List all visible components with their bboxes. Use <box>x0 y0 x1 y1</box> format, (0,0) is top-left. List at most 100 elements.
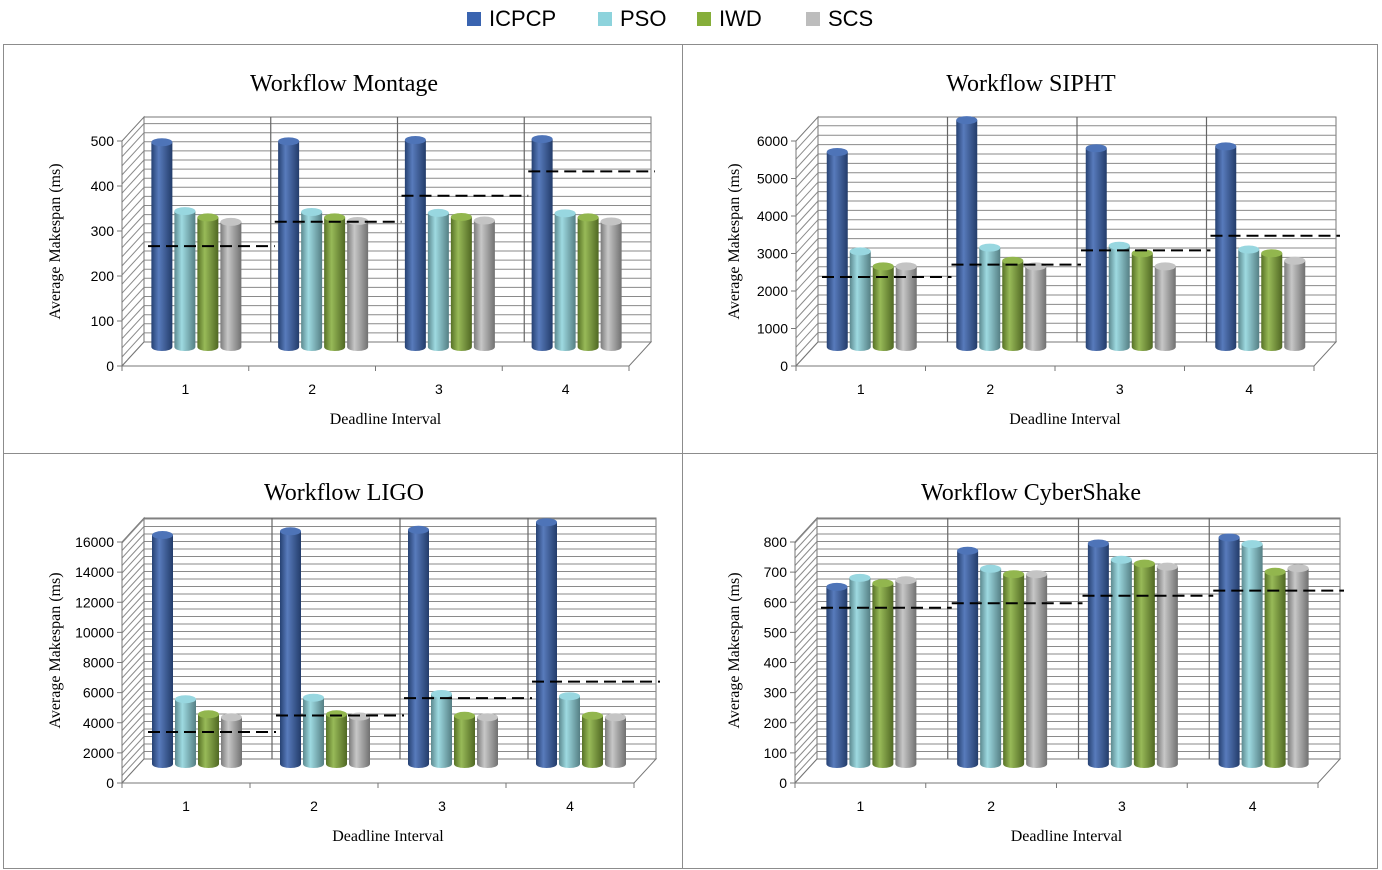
bar-top <box>1108 241 1130 250</box>
x-tick-label: 2 <box>987 798 995 814</box>
gridline <box>121 616 145 641</box>
gridline <box>795 172 819 198</box>
bar-iwd <box>582 711 603 768</box>
y-tick-label: 6000 <box>757 133 788 149</box>
bar-pso <box>1110 555 1132 768</box>
gridline <box>121 676 145 701</box>
bar-icpcp <box>278 137 300 351</box>
bar-pso <box>559 692 580 768</box>
x-tick-label: 2 <box>310 798 318 814</box>
chart-title: Workflow SIPHT <box>946 71 1116 97</box>
bar-body <box>324 217 346 351</box>
bar-body <box>1108 245 1130 351</box>
bar-top <box>477 713 498 722</box>
gridline <box>121 305 145 330</box>
y-tick-label: 1000 <box>757 321 788 337</box>
bar-body <box>473 220 495 351</box>
bar-body <box>349 716 370 768</box>
bar-top <box>280 527 301 536</box>
gridline <box>795 275 819 301</box>
gridline <box>121 631 145 656</box>
gridline <box>121 548 145 574</box>
bar-body <box>1085 148 1107 351</box>
bar-body <box>872 266 894 351</box>
bar-body <box>1215 146 1237 351</box>
bar-scs <box>347 217 369 351</box>
bar-top <box>1003 570 1025 579</box>
gridline <box>795 238 819 263</box>
gridline <box>794 541 818 566</box>
bar-scs <box>220 217 242 351</box>
bar-top <box>220 217 242 226</box>
bar-scs <box>221 713 242 768</box>
gridline <box>795 163 819 188</box>
bar-top <box>1085 144 1107 153</box>
gridline <box>795 134 819 160</box>
gridline <box>794 571 818 596</box>
bar-top <box>1087 539 1109 548</box>
gridline <box>121 259 145 285</box>
gridline <box>795 200 819 226</box>
gridline <box>795 266 819 292</box>
bar-body <box>427 212 449 351</box>
y-tick-label: 400 <box>764 655 788 671</box>
gridline <box>121 232 145 258</box>
bar-top <box>454 711 475 720</box>
bar-iwd <box>577 213 599 351</box>
y-tick-label: 4000 <box>757 208 788 224</box>
y-tick-label: 5000 <box>757 171 788 187</box>
gridline <box>794 736 818 761</box>
bar-body <box>605 717 626 768</box>
gridline <box>794 563 818 589</box>
bar-icpcp <box>151 138 173 351</box>
bar-top <box>826 582 848 591</box>
y-tick-label: 200 <box>91 268 115 284</box>
gridline <box>795 322 819 348</box>
y-tick-label: 100 <box>91 313 115 329</box>
bar-top <box>956 116 978 125</box>
y-axis-label: Average Makespan (ms) <box>726 163 743 319</box>
gridline <box>795 125 819 151</box>
gridline <box>794 683 818 709</box>
gridline <box>121 721 145 746</box>
legend-item-iwd: IWD <box>697 6 762 32</box>
bar-icpcp <box>826 148 848 351</box>
bar-body <box>1002 260 1024 351</box>
gridline <box>794 751 818 776</box>
bar-body <box>895 580 917 768</box>
x-axis-label: Deadline Interval <box>330 411 442 428</box>
bar-top <box>324 213 346 222</box>
x-axis-label: Deadline Interval <box>332 828 444 845</box>
bar-body <box>1131 253 1153 351</box>
gridline <box>794 743 818 769</box>
gridline <box>121 533 145 559</box>
y-tick-label: 14000 <box>75 564 114 580</box>
bar-icpcp <box>152 531 173 768</box>
gridline <box>794 623 818 649</box>
gridline <box>121 205 145 230</box>
y-tick-label: 6000 <box>83 685 114 701</box>
bar-body <box>1025 266 1047 351</box>
gridline <box>121 277 145 303</box>
gridline <box>794 713 818 739</box>
bar-top <box>427 208 449 217</box>
gridline <box>121 683 145 709</box>
bar-pso <box>303 693 324 768</box>
bar-top <box>605 713 626 722</box>
bar-body <box>531 139 553 351</box>
bar-body <box>280 531 301 768</box>
gridline <box>794 548 818 574</box>
gridline <box>121 314 145 340</box>
gridline <box>794 668 818 694</box>
gridline <box>795 144 819 169</box>
bar-top <box>1287 564 1309 573</box>
bar-body <box>1154 266 1176 351</box>
bar-iwd <box>198 710 219 768</box>
x-tick-label: 3 <box>1116 381 1124 397</box>
legend-swatch <box>598 12 612 26</box>
gridline <box>121 241 145 267</box>
bar-scs <box>1025 262 1047 351</box>
gridline <box>794 518 818 544</box>
bar-top <box>554 209 576 218</box>
bar-body <box>1287 568 1309 768</box>
